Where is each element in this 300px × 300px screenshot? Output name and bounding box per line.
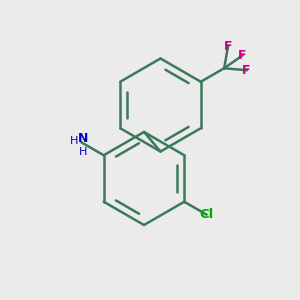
Text: Cl: Cl (199, 208, 214, 221)
Text: H: H (79, 147, 87, 157)
Text: F: F (238, 49, 247, 62)
Text: F: F (224, 40, 232, 52)
Text: N: N (78, 131, 88, 145)
Text: H: H (70, 136, 79, 146)
Text: F: F (242, 64, 251, 77)
